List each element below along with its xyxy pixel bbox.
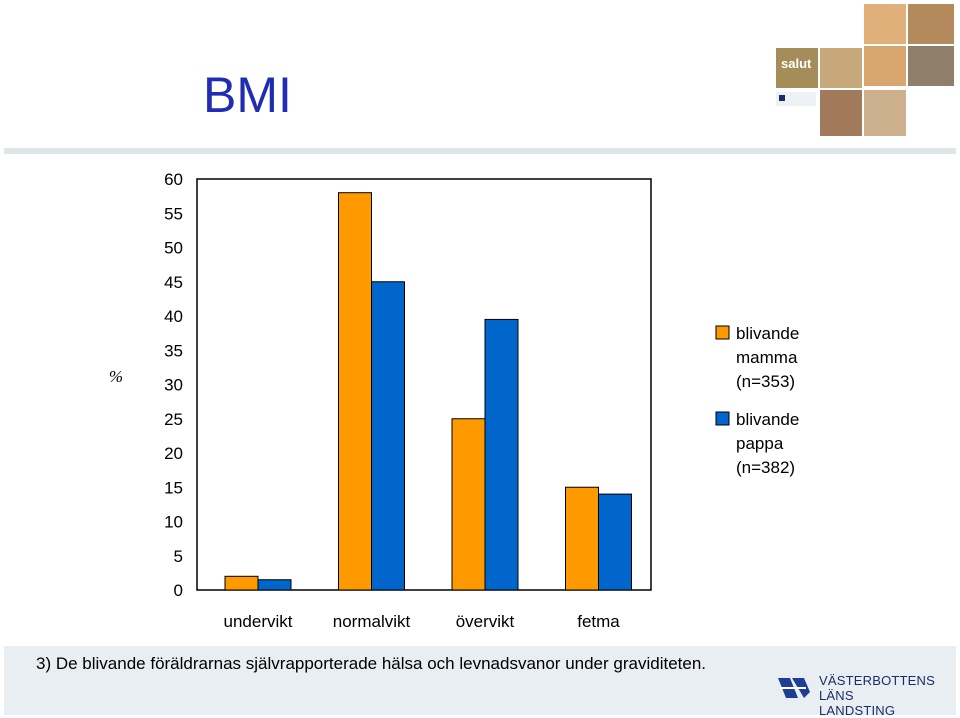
y-tick-label: 40 (164, 307, 183, 326)
footer-band: 3) De blivande föräldrarnas självrapport… (4, 646, 956, 715)
bar-övervikt-series-1 (452, 419, 485, 590)
legend-label-1: (n=353) (736, 372, 795, 391)
legend-label-1: blivande (736, 324, 799, 343)
header-divider (4, 148, 956, 154)
y-tick-label: 55 (164, 204, 183, 223)
legend-swatch-2 (716, 412, 729, 425)
y-tick-labels: 0 5 10 15 20 25 30 35 40 45 50 55 60 (164, 170, 183, 600)
legend-label-2: pappa (736, 434, 784, 453)
x-tick-label: övervikt (456, 612, 515, 631)
bar-fetma-series-1 (566, 487, 599, 590)
vll-mark-icon (776, 674, 812, 702)
x-tick-label: fetma (577, 612, 620, 631)
y-tick-label: 60 (164, 170, 183, 189)
y-tick-label: 50 (164, 239, 183, 258)
y-axis-title: % (109, 367, 123, 386)
y-tick-label: 35 (164, 341, 183, 360)
bar-fetma-series-2 (599, 494, 632, 590)
y-tick-label: 25 (164, 410, 183, 429)
vll-logo: VÄSTERBOTTENS LÄNS LANDSTING (776, 672, 926, 706)
vll-name-line2: LÄNS LANDSTING (819, 688, 926, 718)
y-tick-label: 20 (164, 444, 183, 463)
legend-label-2: blivande (736, 410, 799, 429)
vll-name-line1: VÄSTERBOTTENS (819, 673, 935, 688)
x-tick-label: normalvikt (333, 612, 411, 631)
legend-swatch-1 (716, 326, 729, 339)
y-axis-title-group: % (109, 367, 123, 386)
bar-undervikt-series-1 (225, 576, 258, 590)
bar-normalvikt-series-2 (372, 282, 405, 590)
bar-normalvikt-series-1 (339, 193, 372, 590)
y-tick-label: 15 (164, 478, 183, 497)
bmi-bar-chart: % 0 5 10 15 20 25 30 35 40 45 50 55 60 undervikt norm… (0, 160, 960, 646)
footnote: 3) De blivande föräldrarnas självrapport… (36, 654, 706, 674)
legend: blivande mamma (n=353) blivande pappa (n=382) (716, 324, 799, 477)
y-tick-label: 30 (164, 376, 183, 395)
y-tick-label: 0 (174, 581, 183, 600)
y-tick-label: 10 (164, 513, 183, 532)
legend-label-2: (n=382) (736, 458, 795, 477)
bar-övervikt-series-2 (485, 319, 518, 590)
salut-logo: salut (776, 4, 954, 137)
salut-logo-text: salut (781, 56, 812, 71)
y-tick-label: 5 (174, 547, 183, 566)
x-tick-labels: undervikt normalvikt övervikt fetma (224, 612, 621, 631)
x-tick-label: undervikt (224, 612, 293, 631)
bar-undervikt-series-2 (258, 580, 291, 590)
legend-label-1: mamma (736, 348, 798, 367)
slide-title: BMI (203, 66, 292, 124)
y-tick-label: 45 (164, 273, 183, 292)
